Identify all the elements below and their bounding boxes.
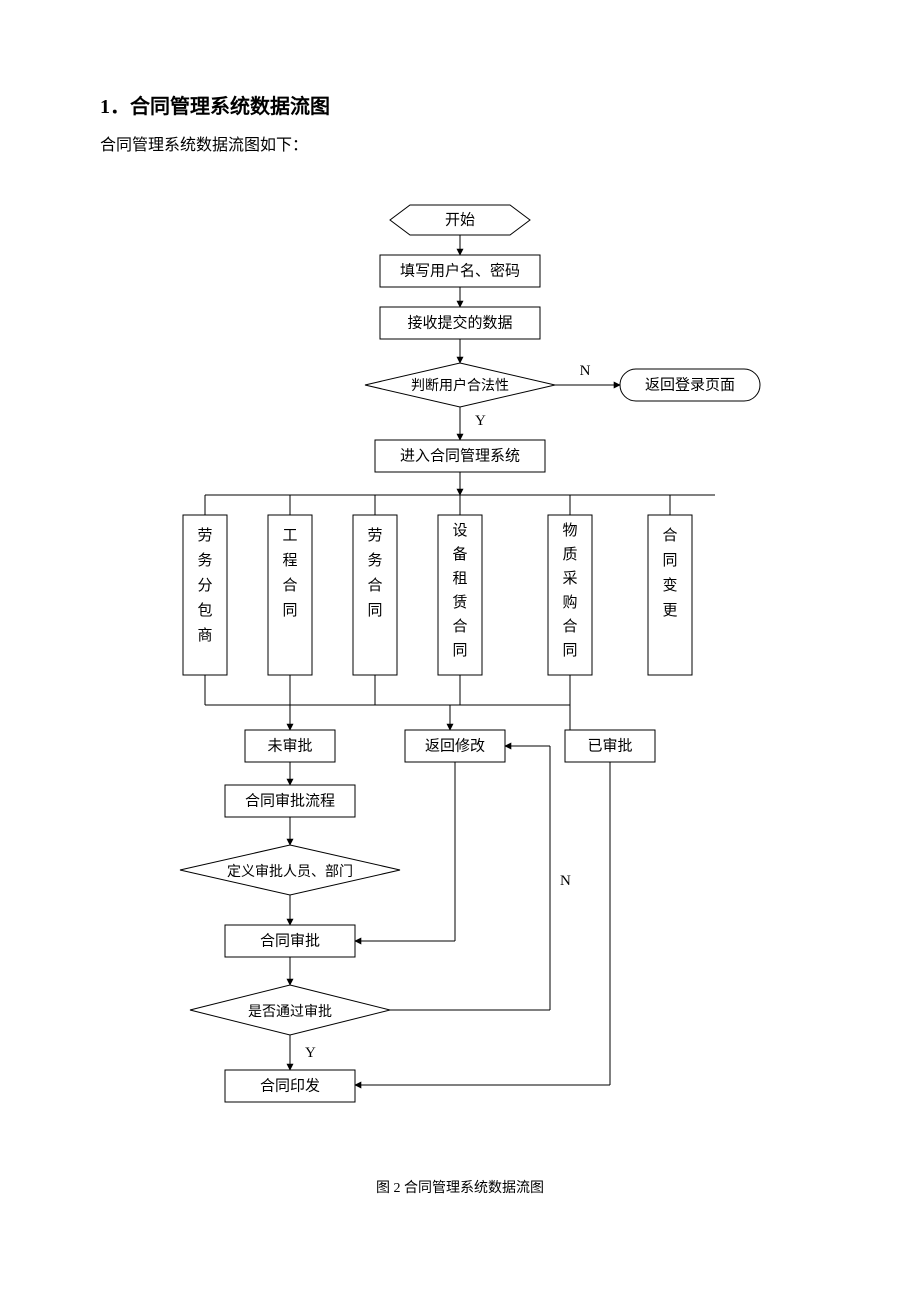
col5-c3: 采 bbox=[562, 570, 577, 587]
svg-text:填写用户名、密码: 填写用户名、密码 bbox=[400, 262, 520, 279]
node-input-creds: 填写用户名、密码 bbox=[380, 255, 540, 287]
col3-c1: 劳 bbox=[367, 527, 382, 544]
col5-c4: 购 bbox=[562, 594, 577, 611]
svg-text:返回登录页面: 返回登录页面 bbox=[645, 376, 735, 393]
node-pass-check: 是否通过审批 bbox=[190, 985, 390, 1035]
node-validate: 判断用户合法性 bbox=[365, 363, 555, 407]
node-back-login: 返回登录页面 bbox=[620, 369, 760, 401]
col3-c3: 合 bbox=[367, 577, 382, 594]
col1-c2: 务 bbox=[197, 552, 212, 569]
node-enter-system: 进入合同管理系统 bbox=[375, 440, 545, 472]
col4-c3: 租 bbox=[452, 570, 467, 587]
node-col-1: 劳 务 分 包 商 bbox=[183, 495, 227, 675]
svg-text:定义审批人员、部门: 定义审批人员、部门 bbox=[227, 864, 353, 880]
node-receive: 接收提交的数据 bbox=[380, 307, 540, 339]
node-col-4: 设 备 租 赁 合 同 bbox=[438, 495, 482, 675]
col5-c6: 同 bbox=[562, 643, 577, 659]
col4-c4: 赁 bbox=[452, 594, 467, 611]
svg-text:合同审批流程: 合同审批流程 bbox=[245, 792, 335, 809]
svg-text:Y: Y bbox=[475, 413, 486, 429]
col2-c1: 工 bbox=[282, 528, 297, 544]
svg-text:合同审批: 合同审批 bbox=[260, 932, 320, 949]
col6-c3: 变 bbox=[662, 577, 677, 594]
section-heading: 1．合同管理系统数据流图 bbox=[100, 90, 820, 119]
col3-c4: 同 bbox=[367, 603, 382, 619]
col5-c5: 合 bbox=[562, 618, 577, 635]
svg-text:判断用户合法性: 判断用户合法性 bbox=[411, 377, 509, 394]
node-col-5: 物 质 采 购 合 同 bbox=[548, 495, 592, 675]
svg-text:接收提交的数据: 接收提交的数据 bbox=[407, 313, 512, 331]
col4-c6: 同 bbox=[452, 643, 467, 659]
svg-text:进入合同管理系统: 进入合同管理系统 bbox=[400, 447, 520, 464]
node-col-6: 合 同 变 更 bbox=[648, 495, 692, 675]
node-return-modify: 返回修改 bbox=[405, 730, 505, 762]
svg-text:开始: 开始 bbox=[445, 211, 475, 228]
col2-c2: 程 bbox=[282, 552, 297, 569]
node-define-approver: 定义审批人员、部门 bbox=[180, 845, 400, 895]
node-approval-flow: 合同审批流程 bbox=[225, 785, 355, 817]
col4-c5: 合 bbox=[452, 618, 467, 635]
col1-c4: 包 bbox=[197, 602, 212, 619]
col4-c1: 设 bbox=[452, 522, 467, 539]
svg-text:是否通过审批: 是否通过审批 bbox=[248, 1004, 332, 1020]
col2-c3: 合 bbox=[282, 577, 297, 594]
node-issue: 合同印发 bbox=[225, 1070, 355, 1102]
col5-c1: 物 bbox=[562, 522, 577, 539]
col6-c1: 合 bbox=[662, 527, 677, 544]
col1-c1: 劳 bbox=[197, 527, 212, 544]
svg-text:未审批: 未审批 bbox=[267, 737, 312, 754]
svg-text:Y: Y bbox=[305, 1045, 316, 1061]
col6-c4: 更 bbox=[662, 603, 677, 619]
svg-text:N: N bbox=[580, 363, 591, 379]
flowchart: 开始 填写用户名、密码 接收提交的数据 判断用户合法性 N 返回登录页面 Y bbox=[150, 185, 770, 1165]
col5-c2: 质 bbox=[562, 546, 577, 563]
node-col-2: 工 程 合 同 bbox=[268, 495, 312, 675]
node-start: 开始 bbox=[390, 205, 530, 235]
col3-c2: 务 bbox=[367, 552, 382, 569]
col4-c2: 备 bbox=[452, 546, 467, 563]
section-subtext: 合同管理系统数据流图如下： bbox=[100, 131, 820, 155]
figure-caption: 图 2 合同管理系统数据流图 bbox=[100, 1177, 820, 1197]
node-col-3: 劳 务 合 同 bbox=[353, 495, 397, 675]
node-contract-approve: 合同审批 bbox=[225, 925, 355, 957]
node-not-approved: 未审批 bbox=[245, 730, 335, 762]
svg-text:N: N bbox=[560, 873, 571, 889]
svg-text:已审批: 已审批 bbox=[587, 737, 632, 754]
col1-c5: 商 bbox=[197, 627, 212, 644]
col1-c3: 分 bbox=[197, 577, 212, 594]
svg-text:合同印发: 合同印发 bbox=[260, 1077, 320, 1094]
col6-c2: 同 bbox=[662, 553, 677, 569]
node-approved: 已审批 bbox=[565, 730, 655, 762]
col2-c4: 同 bbox=[282, 603, 297, 619]
svg-text:返回修改: 返回修改 bbox=[425, 737, 485, 754]
